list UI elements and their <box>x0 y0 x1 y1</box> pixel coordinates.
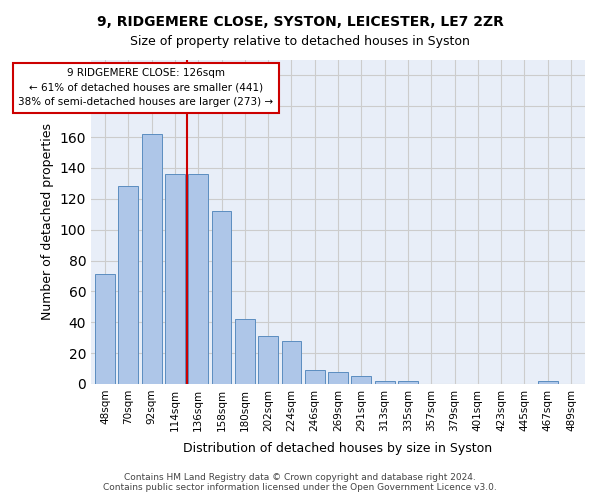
Bar <box>235 319 255 384</box>
Text: Size of property relative to detached houses in Syston: Size of property relative to detached ho… <box>130 35 470 48</box>
Bar <box>538 381 557 384</box>
X-axis label: Distribution of detached houses by size in Syston: Distribution of detached houses by size … <box>184 442 493 455</box>
Text: 9 RIDGEMERE CLOSE: 126sqm
← 61% of detached houses are smaller (441)
38% of semi: 9 RIDGEMERE CLOSE: 126sqm ← 61% of detac… <box>18 68 274 108</box>
Text: Contains HM Land Registry data © Crown copyright and database right 2024.
Contai: Contains HM Land Registry data © Crown c… <box>103 473 497 492</box>
Bar <box>118 186 138 384</box>
Bar <box>188 174 208 384</box>
Bar <box>165 174 185 384</box>
Bar <box>352 376 371 384</box>
Bar <box>398 381 418 384</box>
Bar <box>142 134 161 384</box>
Bar <box>305 370 325 384</box>
Bar <box>328 372 348 384</box>
Y-axis label: Number of detached properties: Number of detached properties <box>41 124 54 320</box>
Bar <box>258 336 278 384</box>
Text: 9, RIDGEMERE CLOSE, SYSTON, LEICESTER, LE7 2ZR: 9, RIDGEMERE CLOSE, SYSTON, LEICESTER, L… <box>97 15 503 29</box>
Bar <box>212 211 232 384</box>
Bar <box>281 340 301 384</box>
Bar <box>95 274 115 384</box>
Bar <box>375 381 395 384</box>
